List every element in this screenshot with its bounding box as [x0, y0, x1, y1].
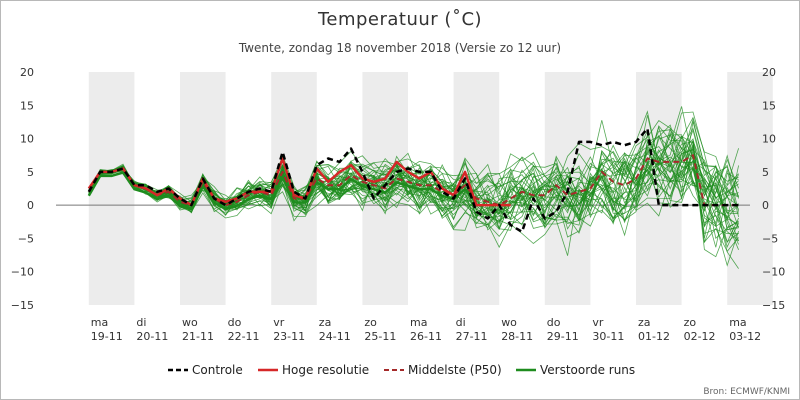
x-axis: ma19-11di20-11wo21-11do22-11vr23-11za24-… — [91, 316, 761, 343]
y-tick-label-right: −15 — [762, 299, 785, 312]
y-tick-label-left: 20 — [20, 66, 34, 79]
source-label: Bron: ECMWF/KNMI — [703, 387, 790, 397]
legend-label-controle: Controle — [192, 363, 243, 377]
chart-subtitle: Twente, zondag 18 november 2018 (Versie … — [238, 41, 561, 55]
x-tick-day: ma — [729, 316, 746, 329]
ensemble-line — [88, 134, 739, 250]
x-tick-date: 02-12 — [684, 330, 716, 343]
main-series — [87, 127, 739, 234]
x-tick-day: wo — [501, 316, 517, 329]
y-tick-label-left: 10 — [20, 133, 34, 146]
hoge-resolutie-line — [87, 157, 511, 207]
y-tick-label-right: 0 — [762, 199, 769, 212]
ensemble-line — [88, 140, 739, 229]
x-tick-day: za — [319, 316, 332, 329]
legend: Controle Hoge resolutie Middelste (P50) … — [168, 363, 635, 377]
y-axis-right: 20 15 10 5 0 −5 −10 −15 — [762, 66, 785, 312]
y-tick-label-right: 15 — [762, 99, 776, 112]
x-tick-day: ma — [410, 316, 427, 329]
x-tick-day: za — [638, 316, 651, 329]
legend-label-verstoorde: Verstoorde runs — [540, 363, 635, 377]
x-tick-date: 28-11 — [501, 330, 533, 343]
x-tick-date: 27-11 — [456, 330, 488, 343]
x-tick-day: vr — [592, 316, 604, 329]
x-tick-date: 19-11 — [91, 330, 123, 343]
x-tick-date: 20-11 — [136, 330, 168, 343]
day-shade — [727, 72, 773, 305]
x-tick-day: ma — [91, 316, 108, 329]
x-tick-date: 29-11 — [547, 330, 579, 343]
y-tick-label-right: −5 — [762, 232, 778, 245]
x-tick-date: 25-11 — [364, 330, 396, 343]
x-tick-date: 22-11 — [228, 330, 260, 343]
y-tick-label-right: −10 — [762, 266, 785, 279]
ensemble-core-line — [87, 171, 478, 211]
x-tick-date: 01-12 — [638, 330, 670, 343]
x-tick-date: 30-11 — [592, 330, 624, 343]
y-tick-label-left: −15 — [11, 299, 34, 312]
chart-title: Temperatuur (˚C) — [317, 9, 482, 30]
y-tick-label-left: −10 — [11, 266, 34, 279]
y-tick-label-right: 20 — [762, 66, 776, 79]
x-tick-date: 23-11 — [273, 330, 305, 343]
day-shade — [88, 72, 135, 305]
controle-line — [87, 127, 739, 234]
y-tick-label-right: 10 — [762, 133, 776, 146]
y-tick-label-left: 0 — [27, 199, 34, 212]
x-tick-day: zo — [684, 316, 697, 329]
y-tick-label-left: −5 — [18, 232, 34, 245]
y-tick-label-left: 5 — [27, 166, 34, 179]
legend-label-hoge-resolutie: Hoge resolutie — [282, 363, 369, 377]
x-tick-day: zo — [364, 316, 377, 329]
x-tick-date: 26-11 — [410, 330, 442, 343]
x-tick-day: di — [136, 316, 146, 329]
y-tick-label-right: 5 — [762, 166, 769, 179]
x-tick-day: wo — [182, 316, 198, 329]
x-tick-day: do — [228, 316, 242, 329]
x-tick-date: 24-11 — [319, 330, 351, 343]
x-tick-day: di — [456, 316, 466, 329]
y-axis-left: 20 15 10 5 0 −5 −10 −15 — [11, 66, 34, 312]
x-tick-date: 03-12 — [729, 330, 761, 343]
x-tick-date: 21-11 — [182, 330, 214, 343]
x-tick-day: vr — [273, 316, 285, 329]
x-tick-day: do — [547, 316, 561, 329]
legend-label-middelste: Middelste (P50) — [408, 363, 502, 377]
y-tick-label-left: 15 — [20, 99, 34, 112]
